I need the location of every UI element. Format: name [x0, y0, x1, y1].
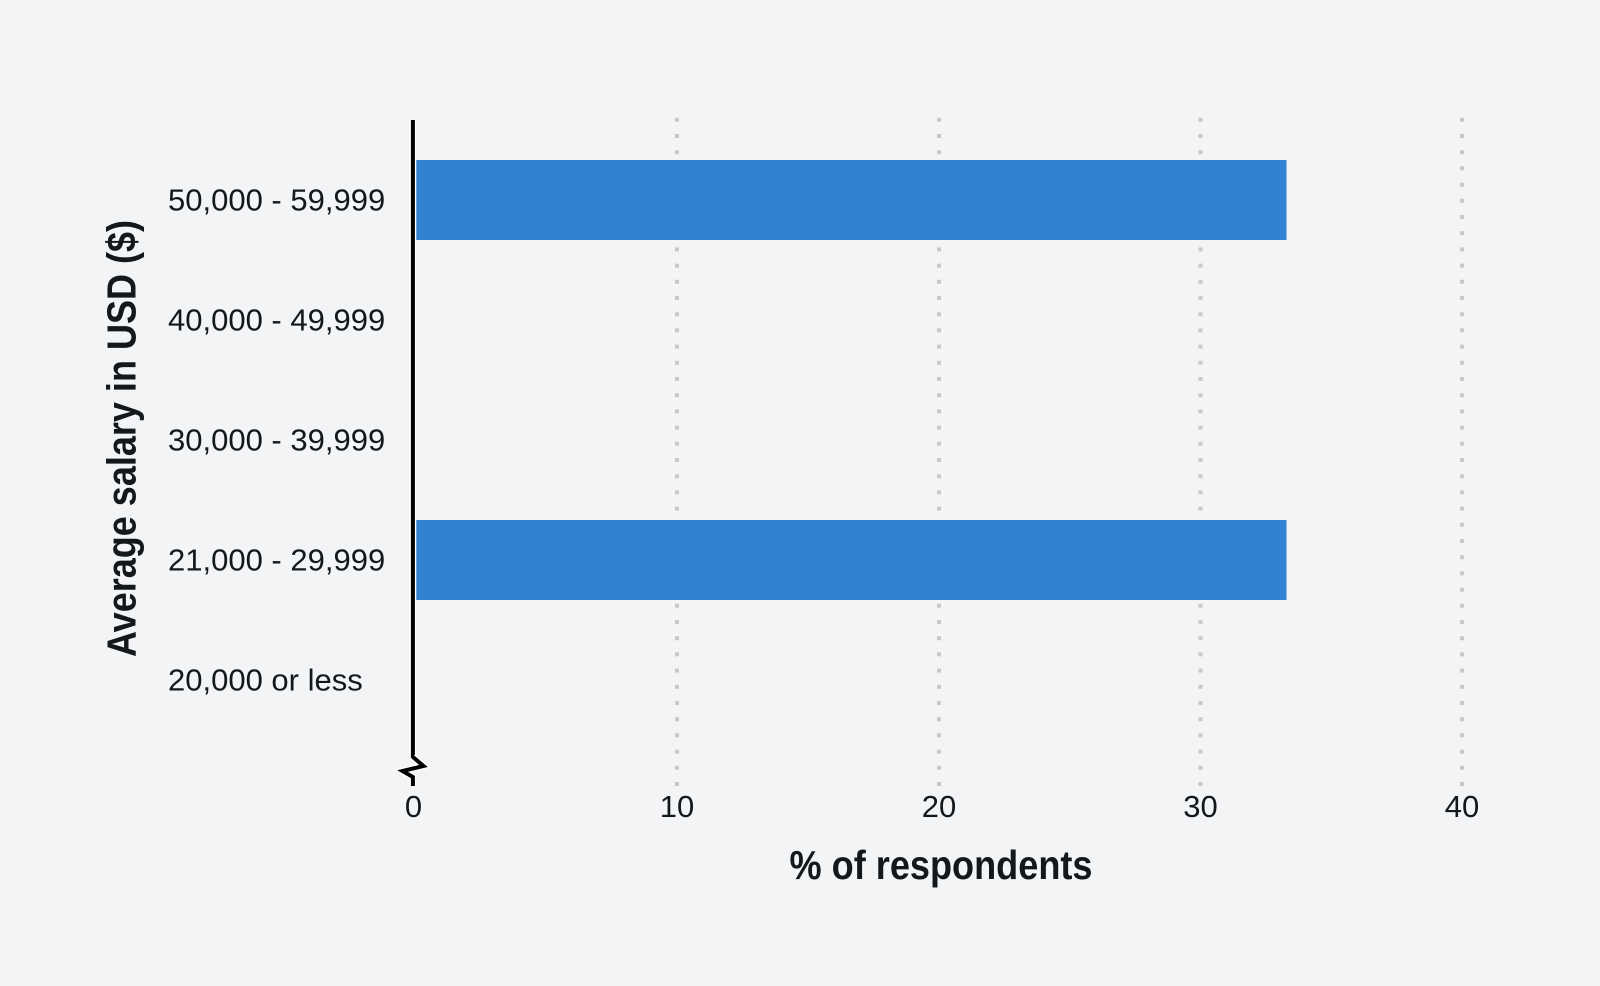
svg-text:10: 10 — [660, 789, 694, 824]
svg-text:21,000 - 29,999: 21,000 - 29,999 — [168, 543, 385, 578]
svg-text:0: 0 — [405, 789, 422, 824]
svg-text:40: 40 — [1445, 789, 1479, 824]
svg-text:30,000 - 39,999: 30,000 - 39,999 — [168, 423, 385, 458]
svg-text:50,000 - 59,999: 50,000 - 59,999 — [168, 183, 385, 218]
svg-text:20: 20 — [922, 789, 956, 824]
svg-text:% of respondents: % of respondents — [790, 842, 1093, 888]
svg-text:20,000 or less: 20,000 or less — [168, 663, 363, 698]
svg-text:40,000 - 49,999: 40,000 - 49,999 — [168, 303, 385, 338]
svg-text:30: 30 — [1183, 789, 1217, 824]
svg-text:Average salary in USD ($): Average salary in USD ($) — [99, 220, 145, 657]
